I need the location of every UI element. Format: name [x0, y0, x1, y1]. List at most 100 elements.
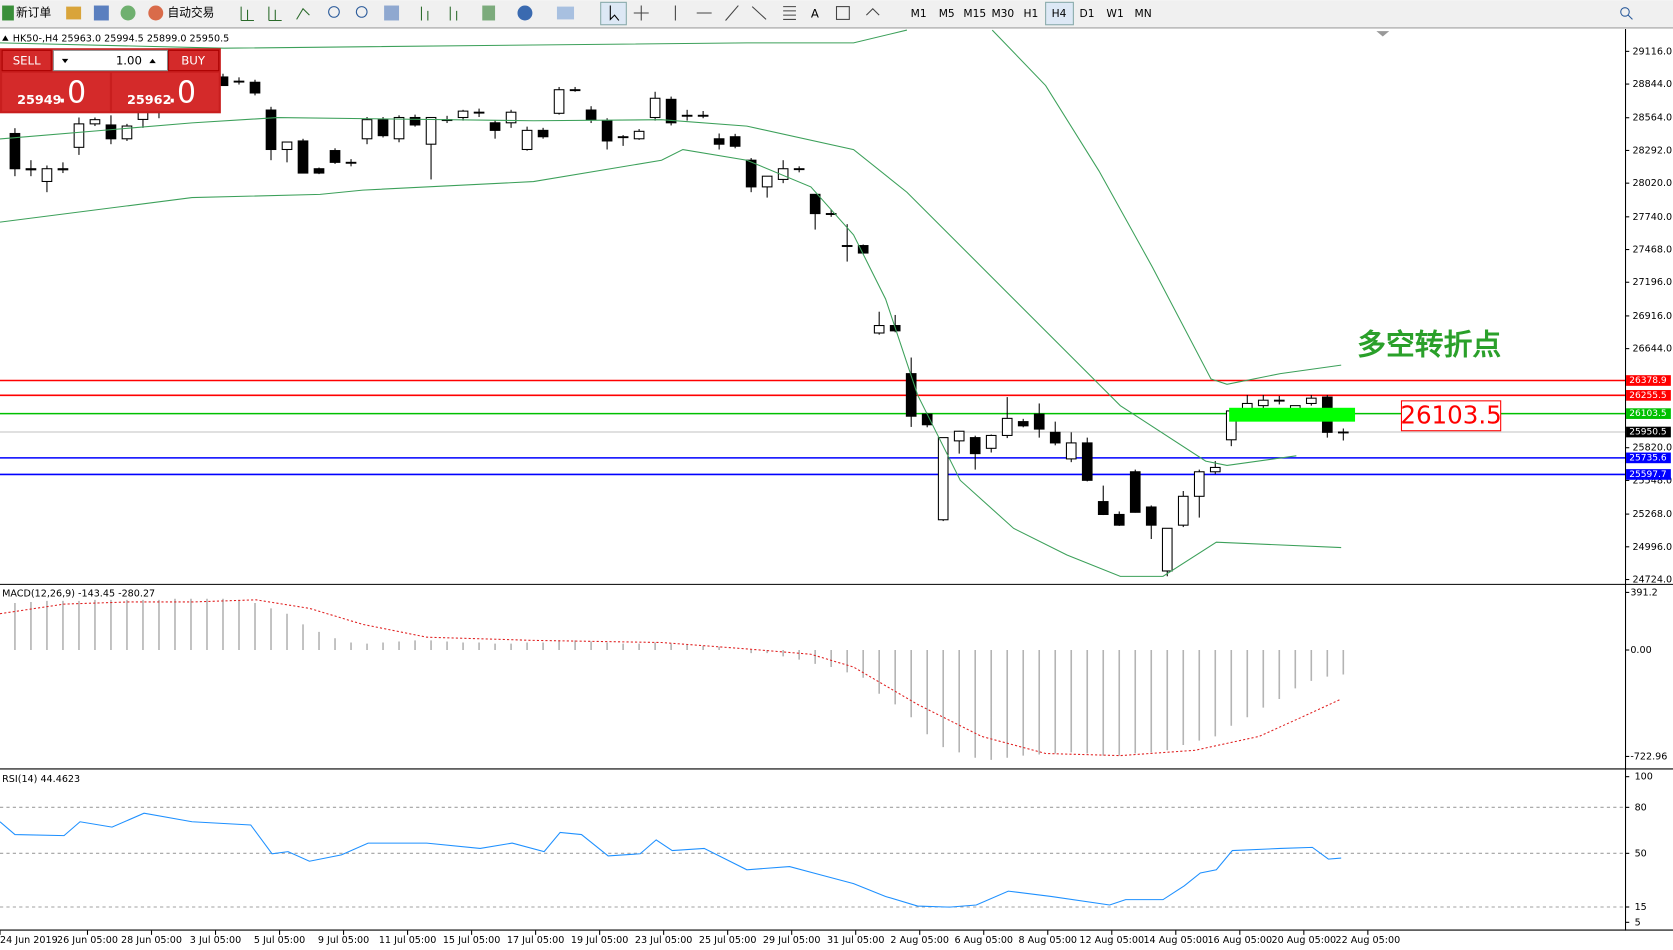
buy-button[interactable]	[168, 49, 220, 72]
candle-body	[729, 136, 741, 147]
candle-body	[1209, 466, 1221, 473]
icon[interactable]	[120, 5, 136, 21]
candle-body	[697, 114, 709, 117]
zoom-in[interactable]	[328, 6, 340, 18]
candle-body	[345, 161, 357, 164]
level-tag	[1626, 469, 1671, 480]
candle-body	[1097, 501, 1109, 515]
candle-body	[1113, 513, 1125, 526]
candle-body	[1001, 417, 1013, 436]
timeframe-button[interactable]: MN	[1135, 7, 1152, 20]
x-tick-label: 24 Jun 2019	[0, 935, 58, 946]
candle-body	[1065, 442, 1077, 460]
candle-body	[617, 136, 629, 139]
auto-trading-button[interactable]: 自动交易	[168, 6, 215, 20]
rsi-axis: 100 80 50 15 5	[0, 772, 1653, 928]
ask-fraction: .0	[168, 76, 197, 111]
candle-body	[41, 168, 53, 183]
annotation-value: 26103.5	[1400, 400, 1501, 429]
buy-label[interactable]: BUY	[181, 54, 206, 68]
candle-body	[777, 168, 789, 180]
timeframe-button[interactable]: W1	[1106, 7, 1123, 20]
chart-header: HK50-,H4 25963.0 25994.5 25899.0 25950.5	[13, 34, 229, 45]
candle-body	[105, 124, 117, 140]
candle-body	[633, 130, 645, 140]
x-tick-label: 17 Jul 05:00	[507, 935, 565, 946]
x-tick-label: 14 Aug 05:00	[1143, 935, 1208, 946]
y-tick-label: 25820.0	[1632, 443, 1672, 454]
candle-body	[1145, 506, 1157, 526]
periods[interactable]	[517, 5, 533, 21]
candle-body	[409, 116, 421, 126]
candle-body	[793, 168, 805, 171]
shift-marker	[1376, 31, 1390, 37]
x-tick-label: 5 Jul 05:00	[254, 935, 305, 946]
price-pane: 29116.0 28844.0 28564.0 28292.0 28020.0 27740…	[0, 46, 1672, 586]
tile[interactable]	[384, 5, 400, 21]
macd-axis: 391.2 0.00 -722.96	[1624, 587, 1667, 762]
y-tick-label: 28844.0	[1632, 79, 1672, 90]
icon[interactable]	[66, 6, 82, 20]
lots-field[interactable]	[52, 49, 169, 72]
timeframe-button[interactable]: D1	[1080, 7, 1095, 20]
candle-body	[1193, 471, 1205, 497]
candle-body	[377, 119, 389, 137]
y-tick-label: 26644.0	[1632, 344, 1672, 355]
level-tag	[1626, 390, 1671, 401]
candle-body	[905, 373, 917, 417]
highlight-zone	[1229, 407, 1356, 422]
x-tick-label: 16 Aug 05:00	[1207, 935, 1272, 946]
search[interactable]	[1627, 14, 1633, 20]
new-order-icon[interactable]	[2, 5, 14, 21]
auto-trading-icon[interactable]	[148, 5, 164, 21]
time-axis: 24 Jun 2019 26 Jun 05:00 28 Jun 05:00 3 Jul…	[0, 930, 1400, 946]
candle-body	[553, 89, 565, 114]
timeframe-button[interactable]: H4	[1052, 7, 1067, 20]
candle-body	[937, 437, 949, 521]
ask-box[interactable]	[112, 72, 219, 112]
y-tick-label: 100	[1635, 772, 1653, 783]
timeframe-button[interactable]: M5	[939, 7, 955, 20]
lots-value[interactable]: 1.00	[116, 54, 142, 68]
y-tick-label: 24996.0	[1632, 542, 1672, 553]
candle-body	[985, 434, 997, 449]
rsi-line	[0, 812, 1342, 908]
label-tool[interactable]	[835, 6, 850, 20]
y-tick-label: 27468.0	[1632, 245, 1672, 256]
new-order-button[interactable]: 新订单	[16, 6, 51, 20]
timeframe-button[interactable]: H1	[1024, 7, 1039, 20]
text-tool[interactable]: A	[811, 7, 819, 21]
level-label: 25597.7	[1629, 470, 1666, 480]
cursor-pressed[interactable]	[600, 1, 627, 26]
annotation: 多空转折点	[1357, 327, 1501, 361]
bid-box[interactable]	[2, 72, 110, 112]
draw-tools[interactable]	[633, 5, 767, 21]
cursor[interactable]	[609, 5, 620, 21]
y-tick-label: 0.00	[1630, 645, 1651, 656]
search[interactable]	[1620, 7, 1630, 17]
candle-body	[1161, 527, 1173, 572]
indicators[interactable]	[482, 5, 496, 21]
candle-body	[1273, 399, 1285, 402]
chart-tools[interactable]	[240, 6, 310, 22]
candle-body	[521, 129, 533, 151]
candle-body	[873, 325, 885, 334]
level-label: 26378.9	[1629, 376, 1667, 386]
x-tick-label: 2 Aug 05:00	[890, 935, 949, 946]
templates[interactable]	[556, 6, 575, 20]
arrows[interactable]	[865, 7, 880, 16]
scroll-tools[interactable]	[420, 6, 458, 21]
candle-body	[761, 175, 773, 188]
timeframe-button[interactable]: M30	[991, 7, 1014, 20]
y-tick-label: 26916.0	[1632, 311, 1672, 322]
sell-button[interactable]	[1, 49, 52, 72]
candle-body	[89, 119, 101, 125]
timeframe-button[interactable]: M15	[963, 7, 986, 20]
fibo[interactable]	[783, 6, 796, 20]
icon[interactable]	[93, 5, 109, 21]
zoom-out[interactable]	[355, 6, 368, 18]
timeframe-button[interactable]: M1	[911, 7, 927, 20]
bb-upper	[991, 29, 1342, 385]
candle-body	[121, 125, 133, 140]
sell-label[interactable]: SELL	[13, 54, 41, 68]
